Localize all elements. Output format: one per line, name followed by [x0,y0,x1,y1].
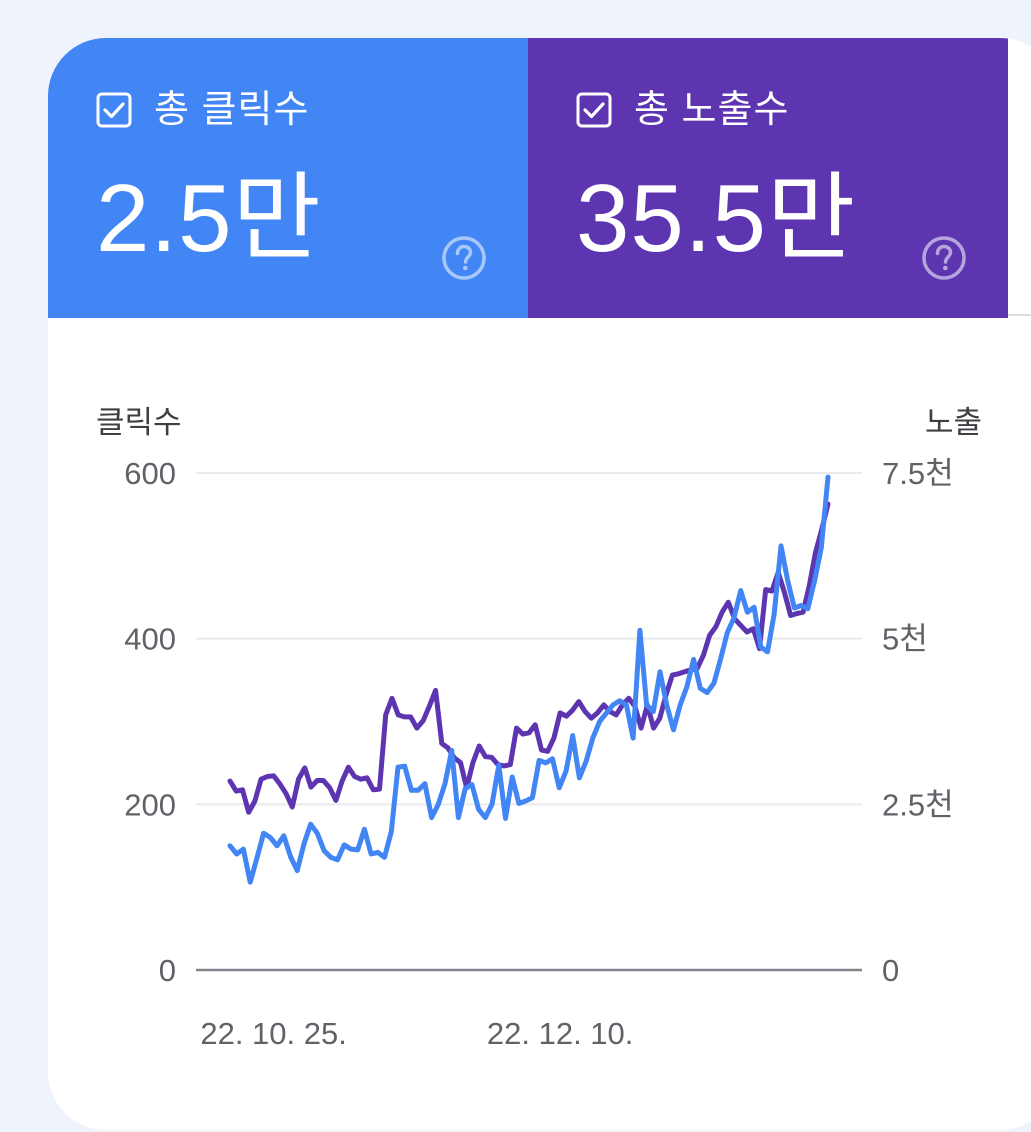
left-tick-label: 200 [124,787,176,822]
total-clicks-tile[interactable]: 총 클릭수 2.5만 [48,38,528,318]
left-tick-label: 600 [124,456,176,491]
help-circle-icon[interactable] [441,235,487,281]
tile-divider [1008,314,1031,316]
total-impressions-value: 35.5만 [576,165,857,272]
total-impressions-label: 총 노출수 [634,89,790,131]
right-tick-label: 7.5천 [882,456,954,491]
left-tick-label: 0 [159,953,176,988]
total-clicks-value: 2.5만 [96,165,322,272]
checkbox-checked-icon[interactable] [576,92,612,128]
impressions-series-line [227,501,831,815]
chart-series [227,474,831,885]
right-tick-label: 5천 [882,622,928,657]
right-axis-title: 노출 [925,405,982,440]
chart-axis-labels: 클릭수 노출 0 200 400 600 0 2.5천 5천 7.5천 22. 10. 25. 2… [96,405,982,1051]
right-tick-label: 0 [882,953,899,988]
performance-card: 총 클릭수 2.5만 총 노출수 35.5만 클릭수 노출 0 20 [48,38,1031,1130]
chart-gridlines [196,472,862,972]
total-impressions-tile[interactable]: 총 노출수 35.5만 [528,38,1008,318]
left-axis-title: 클릭수 [96,405,182,440]
help-circle-icon[interactable] [921,235,967,281]
performance-line-chart: 클릭수 노출 0 200 400 600 0 2.5천 5천 7.5천 22. 10. 25. 2… [96,405,982,1051]
right-tick-label: 2.5천 [882,787,954,822]
total-clicks-header: 총 클릭수 [96,88,309,132]
x-tick-label: 22. 10. 25. [200,1016,347,1051]
clicks-series-line [227,474,831,885]
total-impressions-header: 총 노출수 [576,88,789,132]
left-tick-label: 400 [124,622,176,657]
checkbox-checked-icon[interactable] [96,92,132,128]
total-clicks-label: 총 클릭수 [154,89,310,131]
x-tick-label: 22. 12. 10. [487,1016,634,1051]
